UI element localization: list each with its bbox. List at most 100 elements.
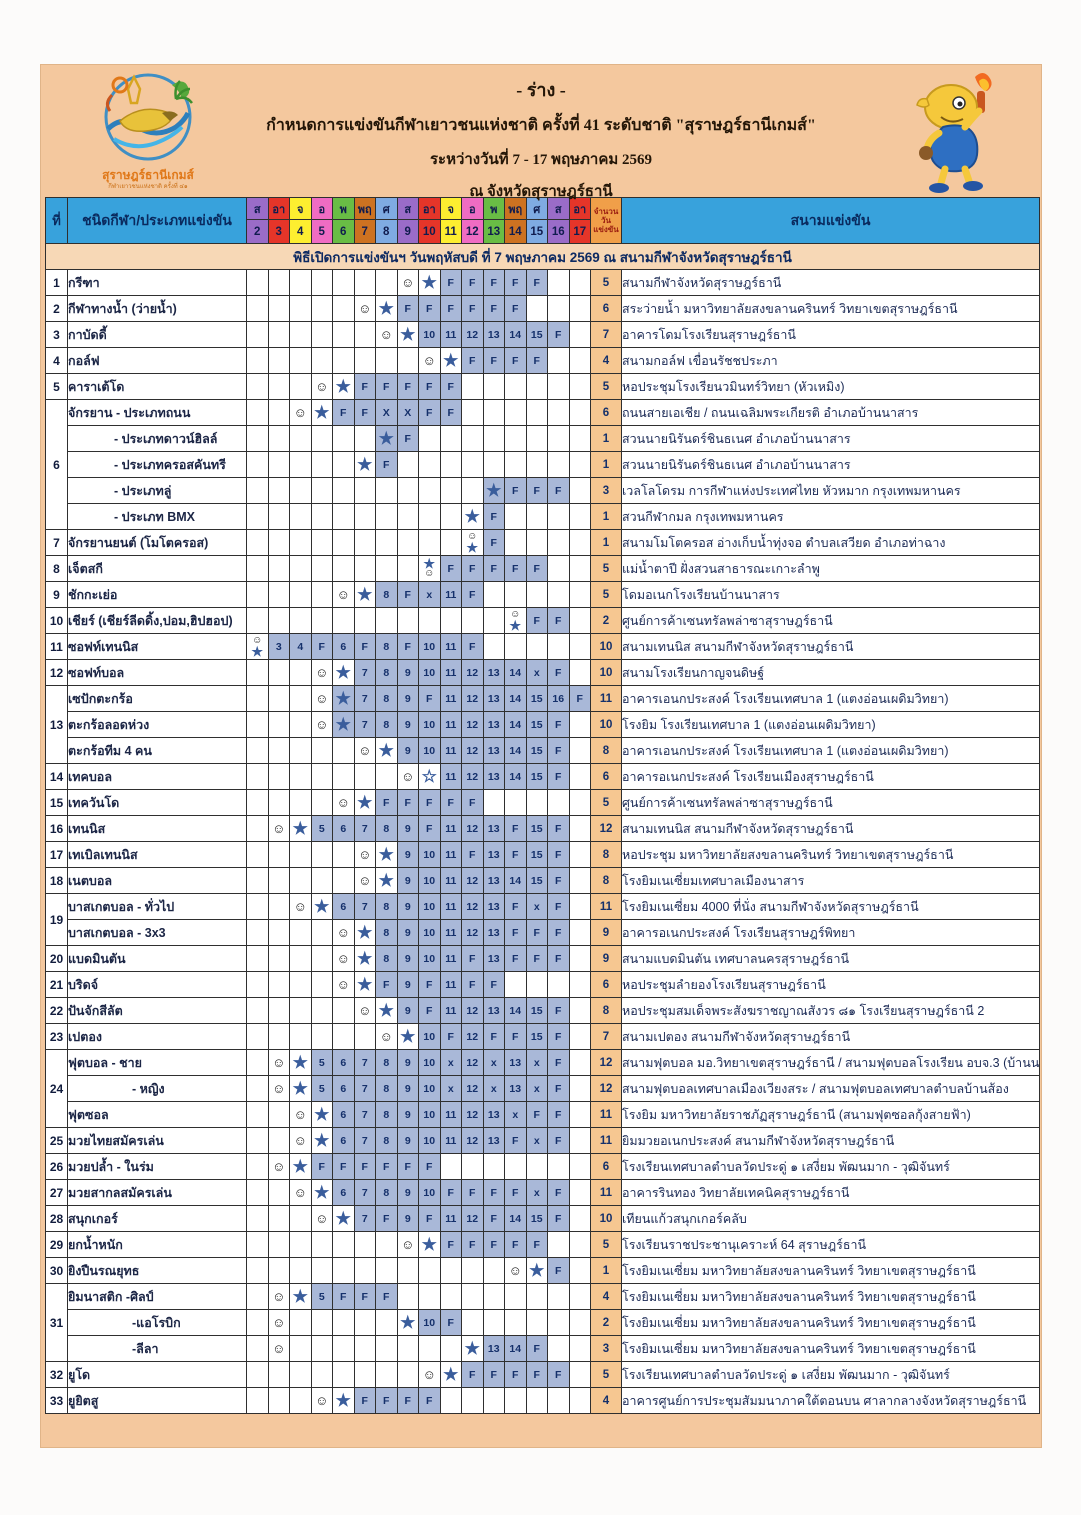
star-icon: ★ — [357, 974, 373, 994]
day-cell: 12 — [461, 763, 484, 790]
day-cell — [568, 529, 591, 556]
day-cell — [246, 1179, 269, 1206]
day-cell: 11 — [439, 633, 462, 660]
star-icon: ★ — [400, 324, 416, 344]
day-cell: F — [547, 1049, 570, 1076]
day-cell: ☺ — [267, 1075, 290, 1102]
day-cell: ★ — [289, 1075, 312, 1102]
day-cell — [246, 789, 269, 816]
star-icon: ★ — [421, 272, 437, 292]
day-cell: x — [525, 1075, 548, 1102]
sport-name: จักรยานยนต์ (โมโตครอส) — [67, 529, 247, 556]
day-cell — [246, 399, 269, 426]
day-cell: F — [396, 295, 419, 322]
day-cell — [289, 1387, 312, 1414]
table-row: 18 เนตบอล ☺ ★ 9 10 11 12 13 14 15 F 8 โรงยิมเนเซี่ยมเ… — [45, 867, 1040, 894]
day-cell — [289, 555, 312, 582]
table-row: - หญิง ☺ ★ 5 6 7 8 9 10 x 12 x 13 x F 12 สนามฟุตบอลเทศบา… — [46, 1075, 1040, 1102]
day-cell — [375, 477, 398, 504]
day-cell: F — [568, 685, 591, 712]
row-number: 29 — [45, 1231, 68, 1258]
sport-name: ตะกร้อลอดห่วง — [67, 711, 247, 738]
day-cell: ★ — [396, 1309, 419, 1336]
day-cell: ★ — [375, 737, 398, 764]
row-number: 27 — [45, 1179, 68, 1206]
day-cell — [547, 971, 570, 998]
day-cell — [246, 945, 269, 972]
table-row: ฟุตซอล ☺ ★ 6 7 8 9 10 11 12 13 x F F 11 โรงยิม มหาวิทยา… — [46, 1101, 1040, 1128]
star-icon: ★ — [335, 662, 351, 682]
day-cell: ☺ — [310, 373, 333, 400]
day-cell — [267, 945, 290, 972]
star-icon: ★ — [357, 792, 373, 812]
day-cell — [375, 1309, 398, 1336]
day-cell: F — [418, 789, 441, 816]
day-cell: 12 — [461, 1205, 484, 1232]
day-cell: 8 — [375, 685, 398, 712]
day-cell — [547, 269, 570, 296]
day-cell: 14 — [504, 711, 527, 738]
days-count: 5 — [590, 555, 622, 582]
day-cell: F — [353, 633, 376, 660]
day-cell: 10 — [418, 1127, 441, 1154]
sport-name: กาบัดดี้ — [67, 321, 247, 348]
day-cell: F — [547, 867, 570, 894]
day-cell: 5 — [310, 1049, 333, 1076]
day-cell: 12 — [461, 867, 484, 894]
days-count: 4 — [590, 1387, 622, 1414]
day-cell: 12 — [461, 659, 484, 686]
day-cell — [568, 997, 591, 1024]
star-icon: ★ — [443, 350, 459, 370]
day-cell — [525, 425, 548, 452]
day-cell: 13 — [482, 685, 505, 712]
day-cell — [482, 399, 505, 426]
days-count: 5 — [590, 269, 622, 296]
day-cell: 8 — [375, 1179, 398, 1206]
day-cell: 11 — [439, 737, 462, 764]
sport-name: -แอโรบิก — [67, 1309, 247, 1336]
day-cell — [332, 347, 355, 374]
day-cell: ★ — [396, 321, 419, 348]
day-cell — [525, 529, 548, 556]
day-cell: F — [504, 945, 527, 972]
venue-cell: สนามฟุตบอล มอ.วิทยาเขตสุราษฎร์ธานี / สนา… — [621, 1049, 1040, 1076]
star-icon: ★ — [251, 644, 264, 659]
day-cell — [246, 529, 269, 556]
weekday-header: พฤ — [353, 197, 376, 220]
day-cell — [267, 1179, 290, 1206]
day-cell: 9 — [396, 815, 419, 842]
day-cell: 14 — [504, 737, 527, 764]
day-cell: 11 — [439, 685, 462, 712]
star-icon: ★ — [292, 1052, 308, 1072]
day-cell — [396, 1361, 419, 1388]
day-cell — [568, 1231, 591, 1258]
day-cell — [267, 425, 290, 452]
day-cell — [568, 893, 591, 920]
day-cell — [439, 1335, 462, 1362]
day-cell: F — [504, 893, 527, 920]
mascot-icon — [916, 73, 992, 193]
sport-name: บาสเกตบอล - 3x3 — [67, 919, 247, 946]
days-count: 1 — [590, 425, 622, 452]
star-icon: ★ — [378, 1000, 394, 1020]
col-header-no: ที่ — [45, 197, 68, 244]
days-count: 11 — [590, 1101, 622, 1128]
day-cell — [547, 425, 570, 452]
day-cell — [482, 1309, 505, 1336]
days-count: 1 — [590, 451, 622, 478]
day-cell — [310, 1309, 333, 1336]
day-cell — [310, 945, 333, 972]
day-cell: F — [439, 1231, 462, 1258]
day-cell: F — [547, 945, 570, 972]
day-cell: ★ — [332, 685, 355, 712]
day-cell — [332, 841, 355, 868]
day-cell — [267, 529, 290, 556]
smiley-icon: ☺ — [315, 665, 329, 680]
day-cell — [246, 295, 269, 322]
day-cell: 7 — [353, 893, 376, 920]
day-cell: F — [525, 347, 548, 374]
day-cell — [547, 399, 570, 426]
day-cell — [246, 1101, 269, 1128]
smiley-icon: ☺ — [252, 635, 263, 646]
day-cell: 11 — [439, 321, 462, 348]
